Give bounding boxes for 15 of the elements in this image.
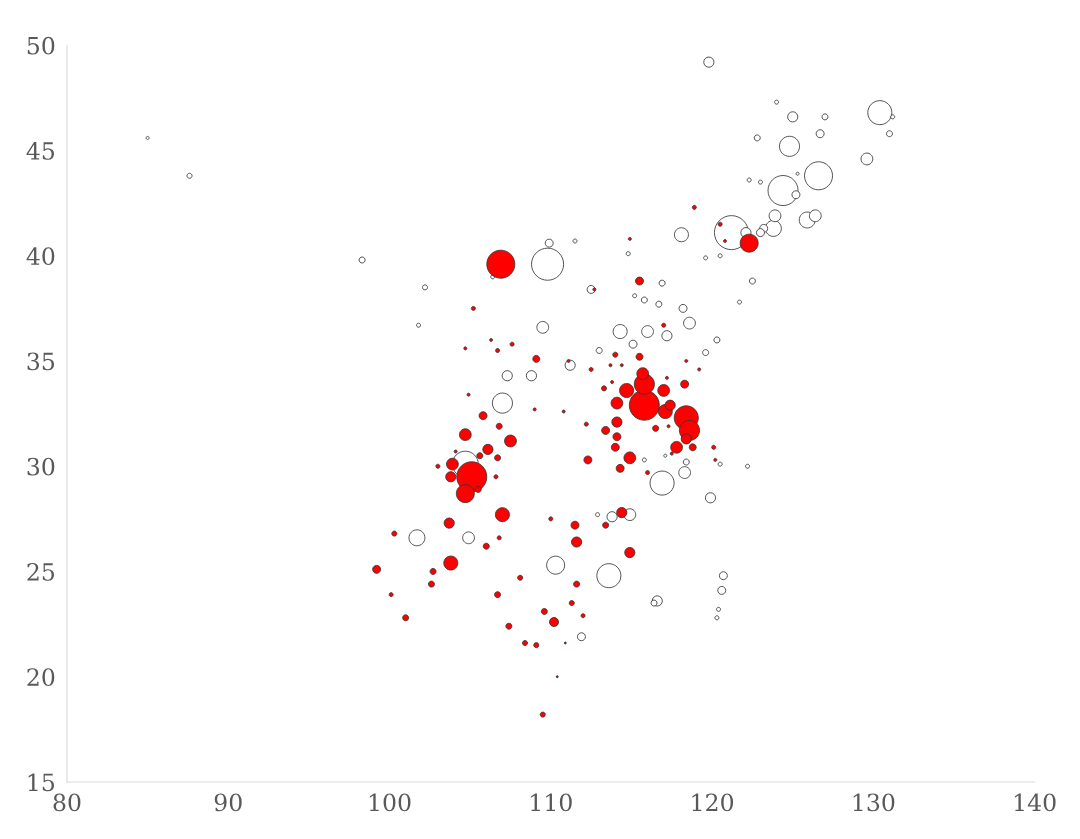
y-tick-label: 20 <box>27 668 55 687</box>
x-tick-label: 120 <box>692 793 734 812</box>
y-tick-label: 40 <box>26 247 55 266</box>
y-tick-label: 35 <box>27 352 55 371</box>
x-tick-label: 130 <box>853 793 895 812</box>
x-tick-label: 100 <box>369 793 411 812</box>
x-tick-label: 90 <box>214 793 242 812</box>
y-tick-label: 30 <box>27 457 55 476</box>
y-tick-label: 50 <box>27 36 55 55</box>
x-tick-label: 80 <box>53 793 81 812</box>
y-tick-label: 25 <box>27 562 55 581</box>
y-tick-label: 15 <box>28 773 55 792</box>
y-tick-label: 45 <box>26 141 55 160</box>
x-tick-label: 110 <box>531 793 572 812</box>
x-tick-label: 140 <box>1014 793 1056 812</box>
